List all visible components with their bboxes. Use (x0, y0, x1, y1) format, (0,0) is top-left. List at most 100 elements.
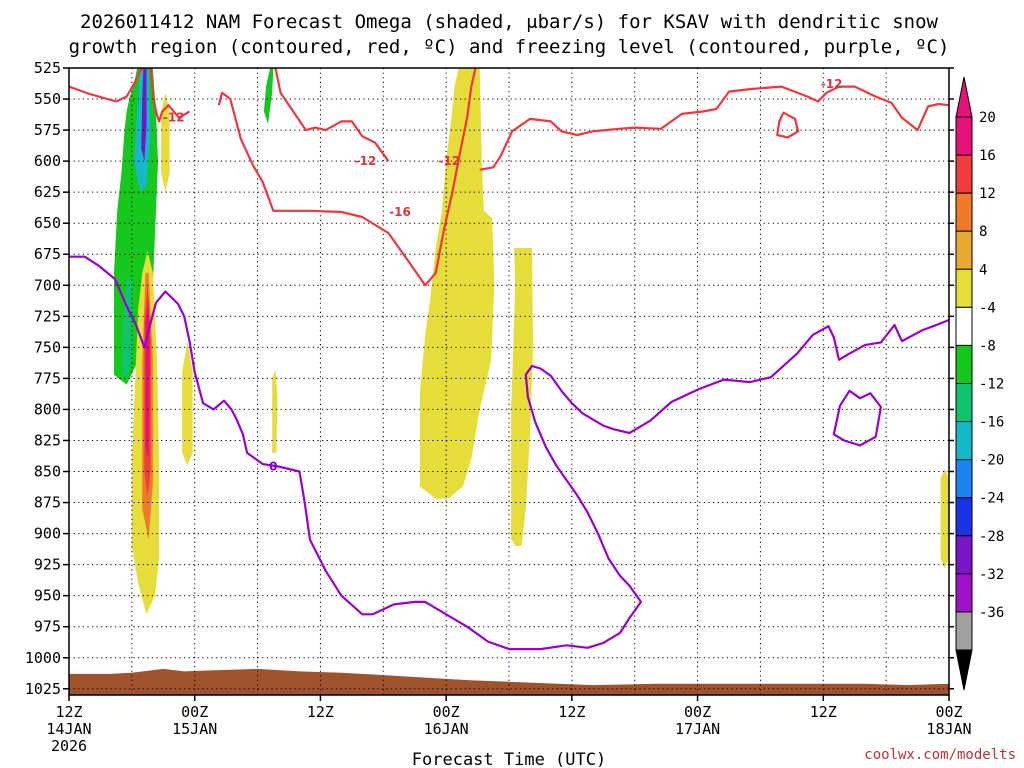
colorbar-bin (955, 383, 973, 423)
plot-frame (68, 67, 950, 696)
omega-sinking-yellow-mid1 (182, 341, 193, 466)
y-tick-label: 800 (34, 400, 61, 418)
colorbar-bin (955, 344, 973, 384)
y-tick-label: 725 (34, 307, 61, 325)
contour-label-layer: -12 -12 -16 -12 -12 0 (163, 77, 843, 473)
colorbar-label: 12 (979, 186, 996, 202)
y-tick-label: 875 (34, 494, 61, 512)
x-tick-label: 12Z (558, 703, 585, 721)
colorbar-bin (955, 268, 973, 308)
x-tick-label: 16JAN (424, 720, 469, 738)
x-tick-label: 12Z (810, 703, 837, 721)
credit-text: coolwx.com/modelts (864, 747, 1016, 763)
chart-title-line-1: 2026011412 NAM Forecast Omega (shaded, μ… (80, 11, 938, 33)
x-tick-label: 12Z (307, 703, 334, 721)
y-tick-label: 675 (34, 245, 61, 263)
x-tick-label: 00Z (433, 703, 460, 721)
colorbar: 20 16 12 8 4 -4 -8 -12 -16 -20 -24 -28 -32 -36 (955, 76, 1004, 691)
colorbar-label: -16 (979, 415, 1004, 431)
omega-sinking-yellow-upper (161, 92, 170, 193)
plot-area: -12 -12 -16 -12 -12 0 (68, 67, 950, 696)
y-tick-label: 1025 (25, 680, 61, 698)
chart-title-line-2: growth region (contoured, red, ºC) and f… (69, 36, 950, 58)
contour-layer (69, 68, 949, 651)
y-tick-label: 900 (34, 525, 61, 543)
red-contour-3 (274, 68, 390, 162)
omega-sinking-yellow-strip (511, 248, 534, 546)
red-contour-label: -12 (163, 111, 185, 125)
omega-rising-purple-core (141, 68, 147, 162)
y-tick-label: 950 (34, 587, 61, 605)
purple-contour-0 (69, 255, 949, 651)
colorbar-label: -24 (979, 491, 1004, 507)
purple-contour-1 (832, 389, 883, 447)
y-tick-label: 825 (34, 431, 61, 449)
colorbar-top-triangle (955, 76, 973, 118)
x-tick-label: 18JAN (926, 720, 971, 738)
red-contour-label: -16 (389, 205, 411, 219)
y-tick-label: 550 (34, 90, 61, 108)
colorbar-bin (955, 421, 973, 461)
y-tick-label: 775 (34, 369, 61, 387)
x-axis-title: Forecast Time (UTC) (412, 750, 606, 768)
colorbar-bottom-triangle (955, 649, 973, 691)
colorbar-label: -4 (979, 300, 996, 316)
colorbar-label: 20 (979, 110, 996, 126)
colorbar-bin (955, 497, 973, 537)
terrain-layer (69, 668, 949, 695)
red-contour-4 (479, 85, 949, 171)
y-tick-label: 1000 (25, 649, 61, 667)
colorbar-bin (955, 230, 973, 270)
x-tick-label: 12Z (55, 703, 82, 721)
x-tick-label: 2026 (51, 737, 87, 755)
colorbar-bin (955, 192, 973, 232)
omega-sinking-yellow-big (420, 68, 495, 499)
colorbar-label: 16 (979, 148, 996, 164)
red-contour-2 (217, 68, 477, 287)
colorbar-bin (955, 459, 973, 499)
x-tick-label: 00Z (684, 703, 711, 721)
x-tick-label: 00Z (935, 703, 962, 721)
grid-layer (69, 67, 949, 695)
red-contour-1 (149, 68, 191, 123)
x-tick-label: 00Z (181, 703, 208, 721)
colorbar-bin (955, 573, 973, 613)
omega-rising-green-upper (263, 68, 274, 124)
y-tick-label: 750 (34, 338, 61, 356)
colorbar-bin (955, 306, 973, 346)
red-contour-label: -12 (821, 77, 843, 91)
red-contour-0 (69, 68, 145, 103)
colorbar-label: 8 (979, 224, 987, 240)
omega-sinking-yellow-right (940, 469, 949, 569)
y-tick-label: 525 (34, 59, 61, 77)
colorbar-label: 4 (979, 262, 987, 278)
x-tick-label: 17JAN (675, 720, 720, 738)
red-contour-label: -12 (438, 154, 460, 168)
omega-sinking-yellow-mid2 (272, 369, 278, 453)
red-contour-label: -12 (355, 154, 377, 168)
colorbar-label: -8 (979, 338, 996, 354)
y-tick-label: 700 (34, 276, 61, 294)
colorbar-label: -20 (979, 453, 1004, 469)
omega-rising-green-lower (121, 272, 132, 379)
colorbar-label: -28 (979, 529, 1004, 545)
purple-contour-label: 0 (269, 460, 277, 474)
colorbar-bin (955, 535, 973, 575)
terrain-surface (69, 668, 949, 695)
x-tick-label: 15JAN (172, 720, 217, 738)
colorbar-bin (955, 154, 973, 194)
y-tick-label: 850 (34, 463, 61, 481)
colorbar-bin (955, 116, 973, 156)
colorbar-bin (955, 611, 973, 651)
y-axis: 525 550 575 600 625 650 675 700 725 750 775 800 825 8… (25, 59, 954, 698)
colorbar-label: -12 (979, 377, 1004, 393)
y-tick-label: 925 (34, 556, 61, 574)
y-tick-label: 975 (34, 618, 61, 636)
y-tick-label: 650 (34, 214, 61, 232)
x-tick-label: 14JAN (46, 720, 91, 738)
y-tick-label: 625 (34, 183, 61, 201)
y-tick-label: 600 (34, 152, 61, 170)
colorbar-label: -32 (979, 567, 1004, 583)
